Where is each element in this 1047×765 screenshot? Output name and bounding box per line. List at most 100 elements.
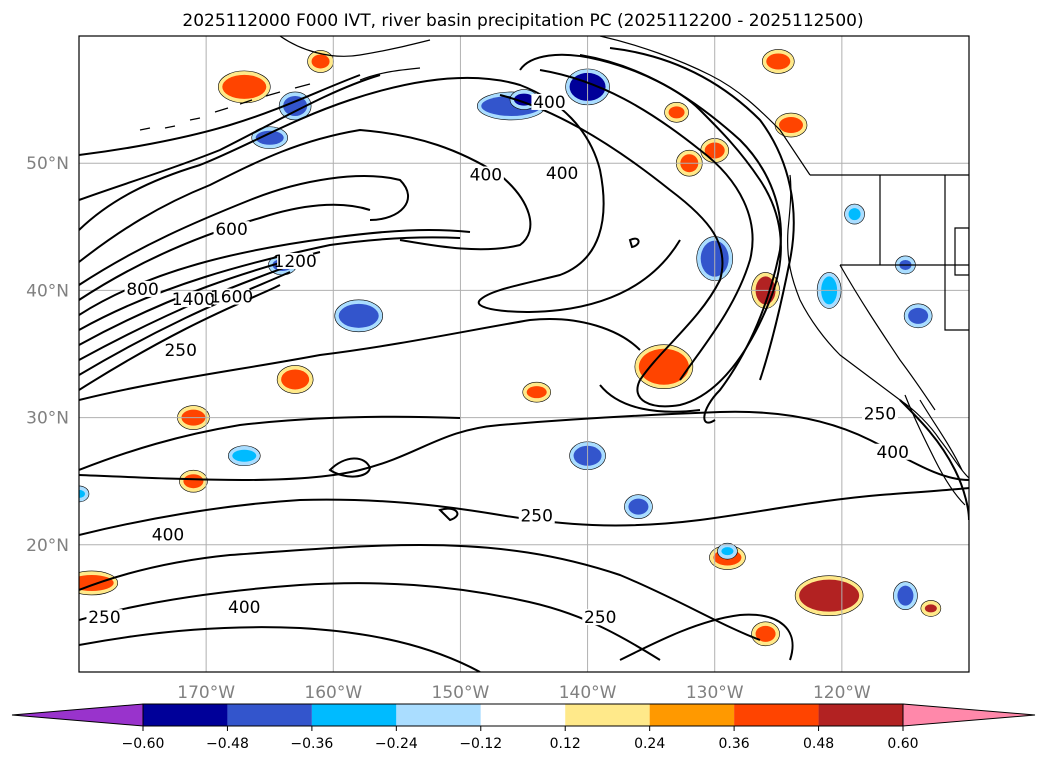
map-background [79, 36, 969, 672]
coastline [359, 67, 421, 81]
precip-blob [799, 579, 860, 612]
figure-title: 2025112000 F000 IVT, river basin precipi… [182, 11, 863, 31]
contour-label: 400 [876, 443, 908, 463]
ivt-contour [79, 543, 761, 641]
contour-label: 600 [215, 220, 247, 240]
contour-label: 250 [584, 608, 616, 628]
contour-label: 250 [520, 506, 552, 526]
latitude-labels: 50°N 40°N 30°N 20°N [26, 154, 69, 556]
coastline [279, 36, 431, 57]
precip-blob [514, 93, 534, 106]
lat-tick-label: 30°N [26, 409, 69, 429]
colorbar-tick-label: −0.48 [206, 736, 249, 752]
ivt-contour [328, 457, 372, 478]
colorbar-tick-label: 0.12 [550, 736, 581, 752]
lat-tick-label: 40°N [26, 281, 69, 301]
precip-blob [311, 54, 330, 69]
contour-label: 1400 [172, 290, 215, 310]
precip-blob [897, 585, 914, 606]
contour-label-bg [874, 443, 911, 460]
contour-label-bg [467, 166, 504, 183]
lon-tick-label: 170°W [177, 683, 235, 703]
coastlines-and-borders [139, 36, 969, 506]
contour-label-bg [124, 280, 161, 297]
colorbar-extend-max [902, 703, 1036, 727]
contour-label: 1600 [210, 288, 253, 308]
lat-tick-label: 20°N [26, 536, 69, 556]
ivt-contour [79, 236, 461, 331]
contour-label-bg [162, 342, 199, 358]
colorbar-tick-label: 0.36 [719, 736, 750, 752]
graticule [79, 36, 969, 672]
contour-label-bg [582, 609, 619, 626]
contour-label: 250 [164, 341, 196, 361]
contour-label-bg [213, 221, 250, 238]
precip-blob [526, 386, 547, 399]
contour-label-bg [518, 507, 555, 524]
colorbar-box [143, 704, 228, 726]
contour-label-bg [531, 93, 568, 110]
contour-label-bg [862, 405, 898, 422]
precip-blob [668, 106, 685, 119]
ivt-contour [79, 74, 381, 201]
colorbar-tick-label: 0.60 [887, 736, 918, 752]
ivt-contour [79, 410, 969, 481]
colorbar-tick-label: −0.24 [375, 736, 418, 752]
ivt-contours [79, 47, 969, 672]
precip-blob [779, 117, 803, 134]
ivt-contour [79, 415, 461, 471]
precip-blob [283, 95, 308, 116]
lat-tick-label: 50°N [26, 154, 69, 174]
colorbar-tick-label: −0.12 [459, 736, 502, 752]
contour-label: 400 [152, 525, 184, 545]
precip-blob [766, 53, 791, 70]
lon-tick-label: 120°W [813, 683, 871, 703]
lon-tick-label: 140°W [559, 683, 617, 703]
precip-blob [908, 307, 929, 324]
contour-label-bg [277, 252, 314, 269]
contour-label: 1200 [274, 252, 317, 272]
ivt-contour [899, 399, 969, 521]
colorbar-frame [142, 703, 904, 727]
contour-label: 250 [88, 608, 120, 628]
precip-blob [924, 604, 937, 613]
contour-label-bg [86, 609, 123, 626]
ivt-contour [79, 626, 481, 672]
contour-label-bg [150, 526, 186, 543]
lon-tick-label: 150°W [432, 683, 490, 703]
ivt-contour [628, 237, 640, 249]
ivt-contour [619, 613, 794, 661]
contour-label-bg [226, 598, 263, 615]
coastline [139, 83, 311, 131]
precip-blob [79, 574, 114, 591]
contour-label: 800 [126, 280, 158, 300]
colorbar-tick-label: 0.48 [803, 736, 834, 752]
map-frame [78, 35, 970, 673]
coastline [919, 399, 963, 471]
ivt-contour [79, 284, 281, 391]
colorbar-tick-label: −0.60 [122, 736, 165, 752]
colorbar-box [565, 704, 650, 726]
colorbar-box [818, 704, 903, 726]
colorbar: −0.60 −0.48 −0.36 −0.24 −0.12 0.12 0.24 0.36 0.4… [11, 703, 1036, 752]
colorbar-extend-min [11, 703, 144, 727]
colorbar-box [396, 704, 481, 726]
longitude-labels: 170°W 160°W 150°W 140°W 130°W 120°W [177, 683, 871, 703]
colorbar-tick-label: −0.36 [290, 736, 333, 752]
coastline [599, 36, 811, 176]
ivt-contour [79, 318, 641, 401]
border [944, 175, 969, 331]
precip-blob [628, 498, 649, 515]
border [954, 227, 969, 276]
border [839, 264, 936, 411]
contour-label: 400 [533, 93, 565, 113]
ivt-contour [579, 54, 782, 424]
contour-label: 400 [470, 165, 502, 185]
colorbar-box [649, 704, 735, 726]
precip-blob [79, 489, 85, 498]
contour-label-bg [175, 291, 212, 308]
precip-blob [232, 449, 257, 462]
